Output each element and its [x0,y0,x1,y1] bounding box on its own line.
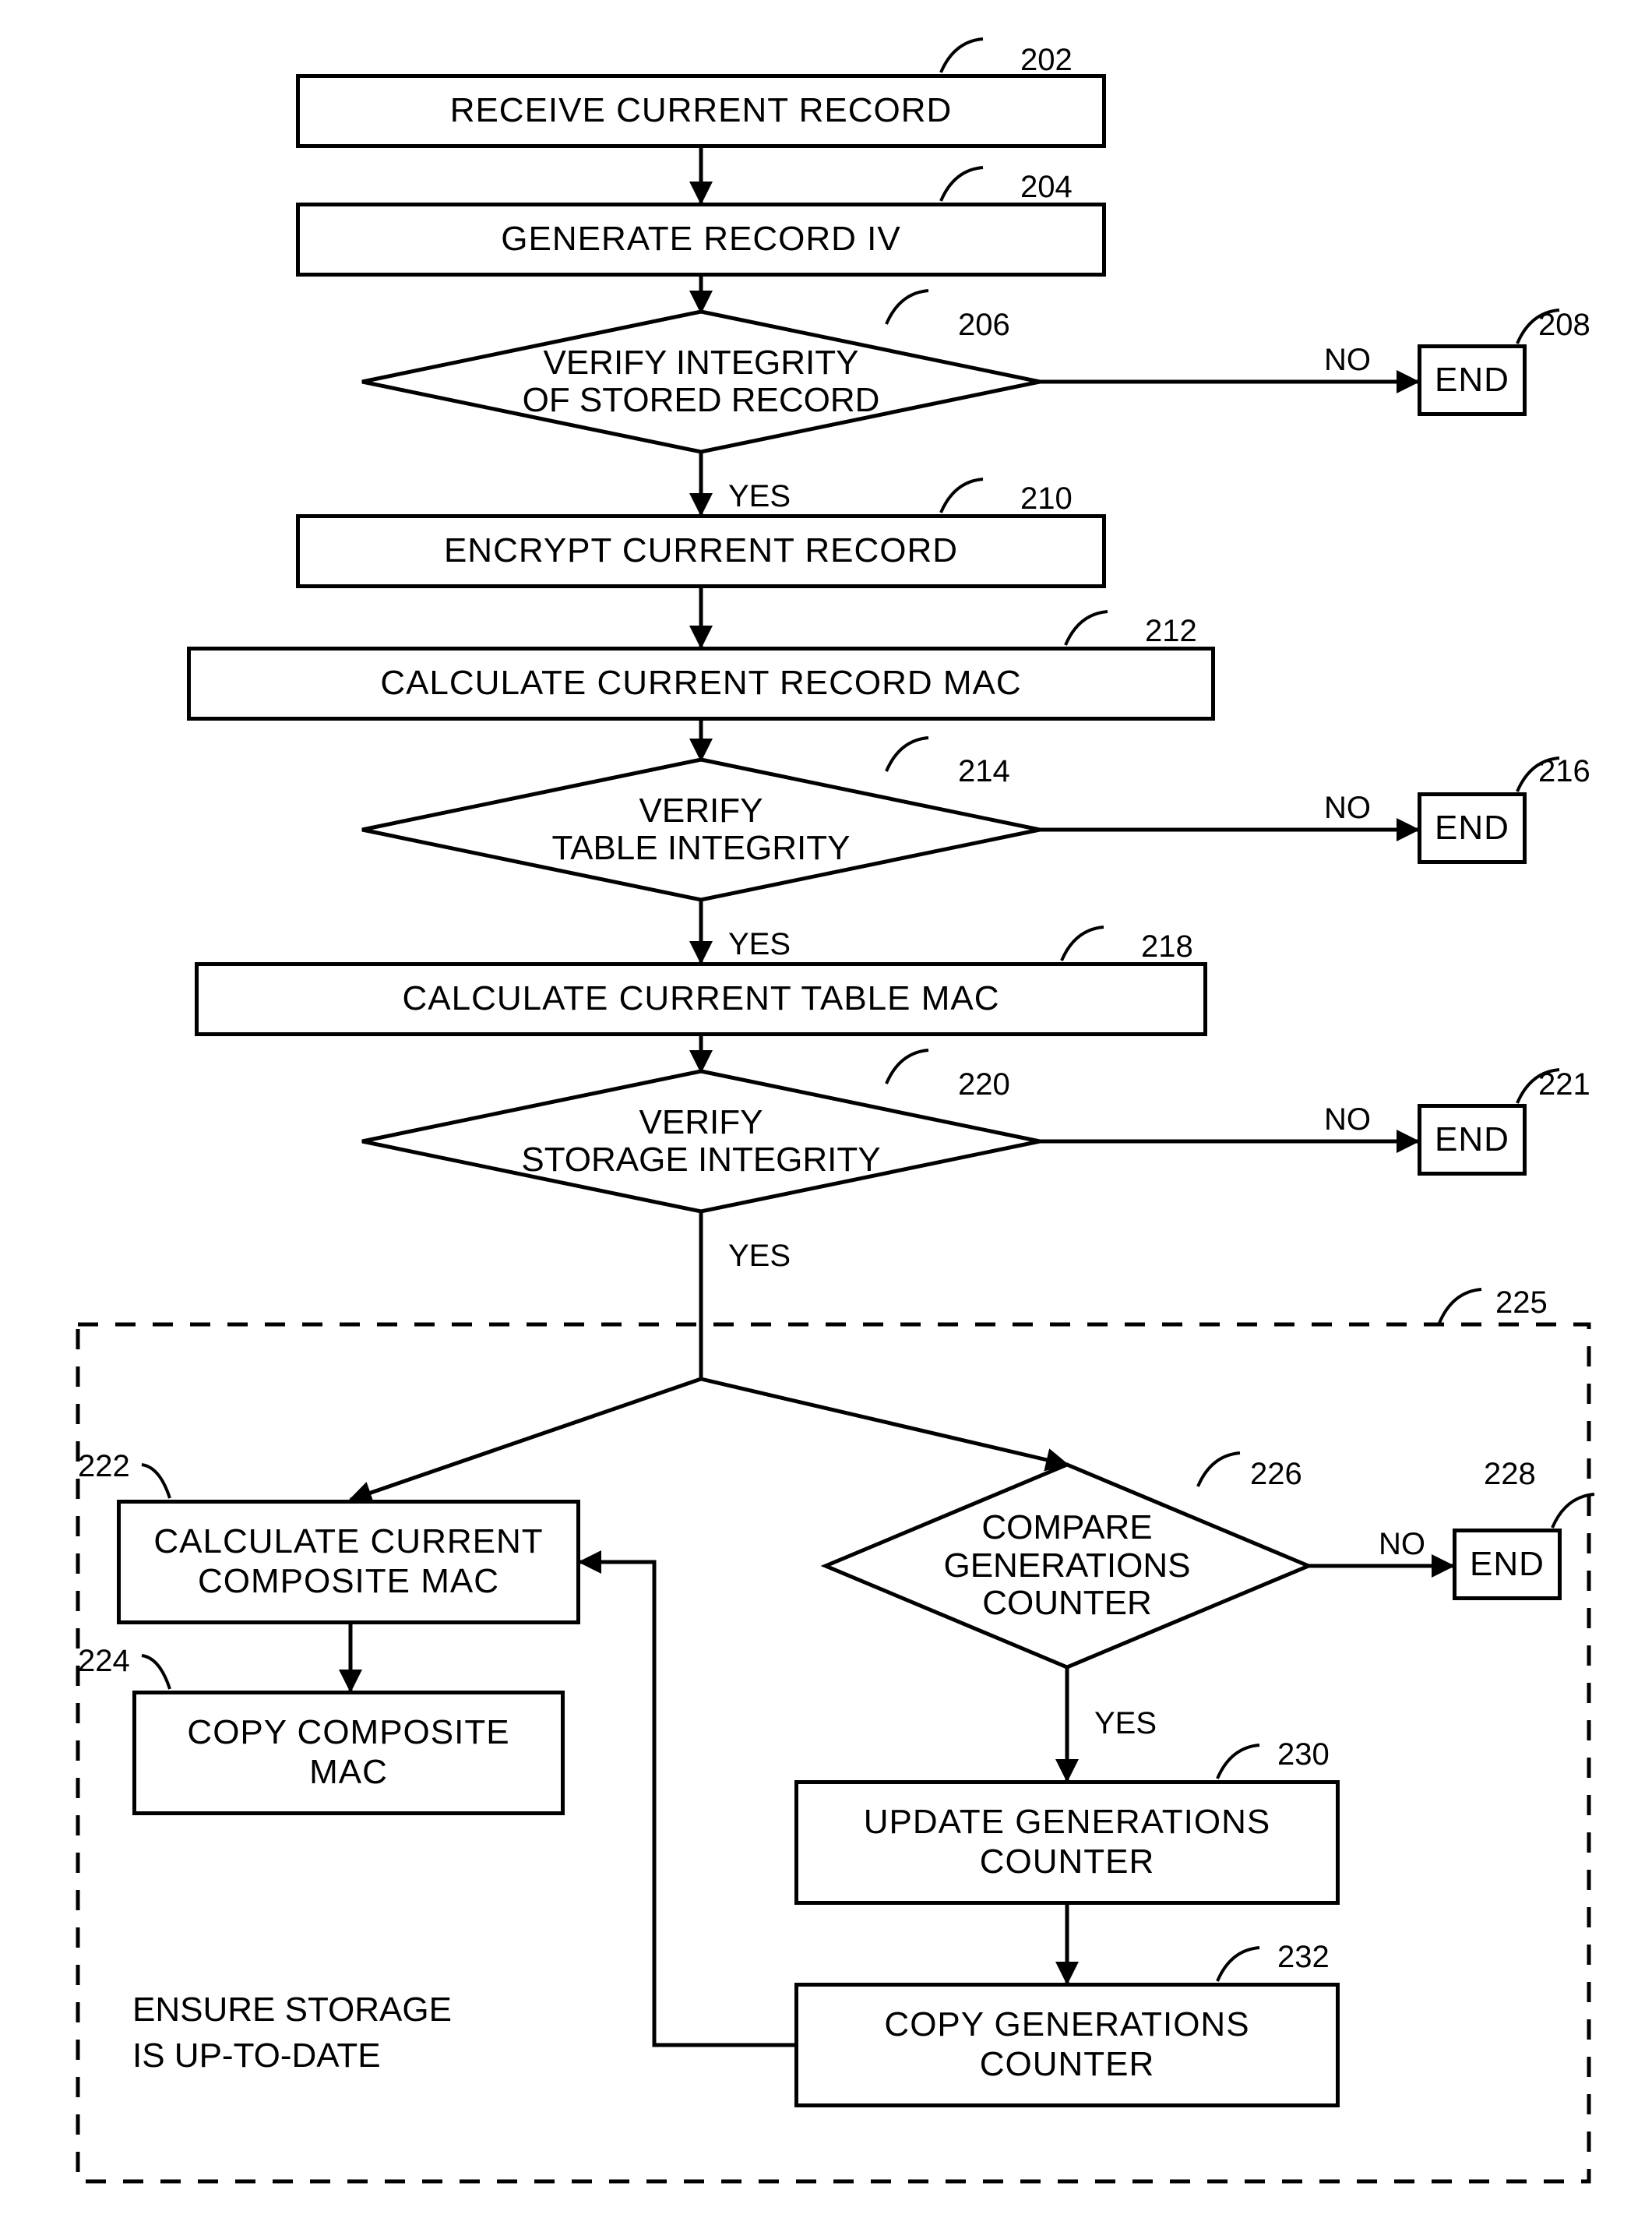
ref-n210: 210 [1020,481,1073,517]
node-n230: UPDATE GENERATIONS COUNTER [794,1780,1340,1905]
node-label: VERIFY INTEGRITY OF STORED RECORD [523,344,880,420]
ref-n214: 214 [958,754,1010,789]
node-n206: VERIFY INTEGRITY OF STORED RECORD [362,312,1040,452]
node-n221: END [1418,1104,1527,1176]
node-n228: END [1453,1529,1562,1600]
ref-n202: 202 [1020,43,1073,78]
ref-n224: 224 [78,1644,130,1679]
node-label: ENCRYPT CURRENT RECORD [444,531,958,571]
edge-label: NO [1324,343,1371,378]
node-n222: CALCULATE CURRENT COMPOSITE MAC [117,1500,580,1624]
ref-n221: 221 [1538,1067,1590,1102]
ref-n204: 204 [1020,170,1073,205]
ref-n230: 230 [1277,1737,1330,1772]
node-label: CALCULATE CURRENT COMPOSITE MAC [153,1522,543,1601]
node-label: RECEIVE CURRENT RECORD [450,91,953,131]
node-label: END [1470,1545,1545,1585]
node-n204: GENERATE RECORD IV [296,203,1106,277]
edge-label: YES [1094,1706,1157,1741]
ref-n218: 218 [1141,929,1193,964]
node-n212: CALCULATE CURRENT RECORD MAC [187,647,1215,721]
node-n210: ENCRYPT CURRENT RECORD [296,514,1106,588]
ref-n212: 212 [1145,614,1197,649]
node-label: COMPARE GENERATIONS COUNTER [943,1509,1190,1622]
edge-label: NO [1324,1102,1371,1137]
ref-n232: 232 [1277,1940,1330,1975]
ref-n220: 220 [958,1067,1010,1102]
node-n224: COPY COMPOSITE MAC [132,1691,565,1815]
edge-label: NO [1379,1527,1425,1562]
ref-n216: 216 [1538,754,1590,789]
node-label: GENERATE RECORD IV [501,220,900,259]
node-n232: COPY GENERATIONS COUNTER [794,1983,1340,2107]
edge-label: YES [728,479,791,514]
node-label: UPDATE GENERATIONS COUNTER [864,1803,1270,1881]
node-n226: COMPARE GENERATIONS COUNTER [826,1465,1309,1667]
node-n208: END [1418,344,1527,416]
node-label: END [1435,809,1509,848]
edge-label: NO [1324,791,1371,826]
edge-label: YES [728,1239,791,1274]
node-n216: END [1418,792,1527,864]
dashed-box-label: ENSURE STORAGE IS UP-TO-DATE [132,1987,452,2079]
node-n218: CALCULATE CURRENT TABLE MAC [195,962,1207,1036]
node-label: CALCULATE CURRENT RECORD MAC [380,664,1021,703]
ref-n222: 222 [78,1449,130,1484]
ref-n206: 206 [958,308,1010,343]
node-label: VERIFY TABLE INTEGRITY [551,792,850,868]
node-label: END [1435,361,1509,400]
node-label: VERIFY STORAGE INTEGRITY [521,1104,880,1179]
node-label: COPY COMPOSITE MAC [187,1713,509,1792]
node-n220: VERIFY STORAGE INTEGRITY [362,1071,1040,1211]
ref-n228: 228 [1484,1457,1536,1492]
node-label: CALCULATE CURRENT TABLE MAC [402,979,999,1019]
ref-n208: 208 [1538,308,1590,343]
node-label: END [1435,1120,1509,1160]
node-n202: RECEIVE CURRENT RECORD [296,74,1106,148]
node-n214: VERIFY TABLE INTEGRITY [362,760,1040,900]
ref-225: 225 [1495,1285,1548,1321]
edge-label: YES [728,927,791,962]
node-label: COPY GENERATIONS COUNTER [884,2005,1249,2084]
ref-n226: 226 [1250,1457,1302,1492]
